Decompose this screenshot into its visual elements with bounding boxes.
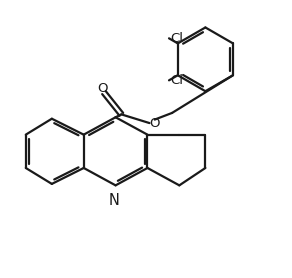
Text: Cl: Cl (171, 32, 183, 45)
Text: Cl: Cl (171, 74, 183, 87)
Text: N: N (109, 193, 119, 208)
Text: O: O (150, 116, 160, 130)
Text: O: O (97, 82, 108, 95)
